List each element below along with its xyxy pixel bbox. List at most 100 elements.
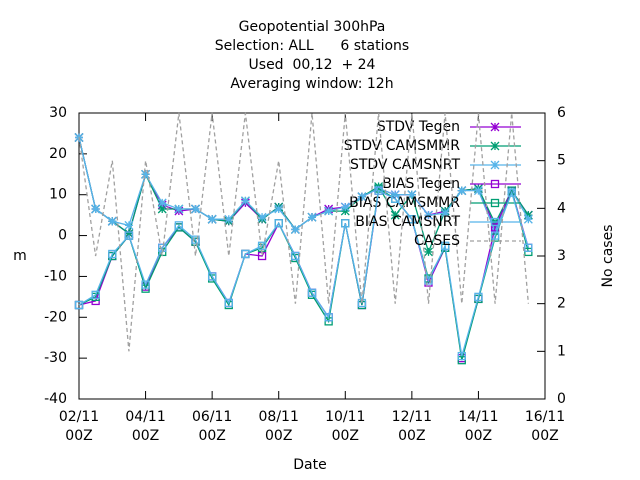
point (340, 202, 350, 212)
point (141, 280, 150, 289)
y-tick-label: -30 (44, 350, 67, 366)
point (424, 210, 433, 220)
y2-tick-label: 1 (557, 343, 566, 359)
series-line (78, 137, 529, 234)
legend-label: STDV CAMSMMR (344, 138, 460, 154)
legend-marker (490, 122, 500, 132)
x-tick-label: 06/11 00Z (191, 409, 233, 444)
y-axis-label: m (13, 248, 27, 264)
y2-tick-label: 5 (557, 153, 566, 169)
point (473, 186, 483, 196)
x-axis-label: Date (293, 457, 326, 473)
x-tick-label: 14/11 00Z (458, 409, 499, 444)
y2-tick-label: 3 (557, 248, 566, 264)
point (407, 190, 417, 200)
point (224, 298, 233, 308)
y2-tick-label: 0 (557, 391, 566, 407)
point (257, 212, 267, 222)
point (224, 214, 234, 224)
legend-marker (490, 141, 500, 151)
point (524, 243, 533, 252)
chart-title: Geopotential 300hPa (239, 19, 386, 35)
point (274, 204, 284, 214)
point (523, 214, 533, 224)
point (341, 219, 350, 228)
point (391, 194, 400, 203)
point (474, 292, 483, 302)
point (174, 221, 184, 230)
legend-label: BIAS CAMSMMR (349, 195, 460, 211)
plot-border (78, 112, 546, 400)
point (74, 300, 84, 310)
point (340, 206, 350, 216)
point (424, 276, 433, 285)
point (207, 214, 217, 224)
point (241, 249, 250, 259)
series-line (78, 137, 529, 254)
point (324, 313, 333, 322)
point (440, 241, 450, 250)
x-tick-label: 16/11 00Z (524, 409, 566, 444)
point (124, 229, 134, 238)
point (490, 231, 500, 240)
point (157, 198, 167, 208)
point (240, 196, 250, 206)
point (124, 231, 134, 240)
y-tick-label: -40 (44, 391, 67, 407)
point (390, 210, 400, 220)
series-line (78, 189, 530, 357)
point (523, 210, 533, 220)
point (374, 186, 383, 195)
y-tick-label: 0 (58, 228, 67, 244)
point (191, 235, 200, 244)
y2-axis-label: No cases (600, 225, 616, 288)
x-tick-label: 10/11 00Z (325, 409, 366, 444)
legend-label: STDV Tegen (377, 119, 460, 135)
x-tick-label: 08/11 00Z (258, 409, 299, 444)
legend-label: CASES (414, 233, 460, 249)
point (174, 204, 184, 214)
chart-title: Averaging window: 12h (230, 76, 393, 92)
point (257, 241, 267, 250)
x-tick-label: 02/11 00Z (58, 409, 100, 444)
point (108, 249, 117, 259)
legend-label: BIAS CAMSNRT (355, 214, 460, 230)
point (91, 204, 101, 214)
point (424, 247, 433, 257)
point (457, 186, 467, 196)
y-tick-label: 20 (49, 146, 67, 162)
point (407, 215, 417, 224)
point (157, 204, 167, 214)
point (291, 251, 300, 261)
chart-title: Selection: ALL 6 stations (215, 38, 409, 54)
point (107, 216, 117, 226)
y2-tick-label: 6 (557, 105, 566, 121)
point (290, 224, 300, 234)
legend-marker (490, 160, 500, 170)
chart-title: Used 00,12 + 24 (249, 57, 376, 73)
point (307, 212, 317, 222)
y2-tick-label: 4 (557, 200, 566, 216)
legend-marker (490, 179, 500, 189)
point (274, 219, 283, 228)
series-line (78, 137, 529, 235)
point (91, 290, 100, 299)
point (307, 288, 317, 297)
point (124, 220, 134, 230)
y-tick-label: 30 (49, 105, 67, 121)
x-tick-label: 12/11 00Z (391, 409, 433, 444)
y-tick-label: -20 (44, 309, 67, 325)
point (191, 204, 200, 214)
point (324, 206, 334, 216)
legend-marker (490, 198, 500, 208)
legend-label: BIAS Tegen (382, 176, 460, 192)
point (141, 169, 151, 179)
legend-label: STDV CAMSNRT (350, 157, 461, 173)
y-tick-label: 10 (49, 187, 67, 203)
point (507, 188, 516, 197)
point (207, 272, 217, 281)
legend-marker (490, 217, 500, 227)
point (357, 192, 367, 202)
